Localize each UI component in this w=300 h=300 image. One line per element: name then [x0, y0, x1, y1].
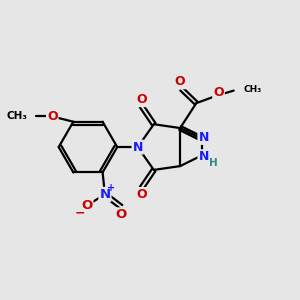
Text: O: O: [213, 86, 224, 99]
Text: O: O: [175, 75, 185, 88]
Text: N: N: [198, 150, 209, 163]
Text: N: N: [198, 131, 209, 144]
Text: N: N: [99, 188, 110, 201]
Text: O: O: [81, 199, 92, 212]
Text: +: +: [107, 183, 116, 193]
Text: N: N: [133, 141, 143, 154]
Text: O: O: [136, 93, 147, 106]
Text: CH₃: CH₃: [243, 85, 261, 94]
Text: CH₃: CH₃: [7, 112, 28, 122]
Text: −: −: [74, 206, 85, 219]
Text: O: O: [136, 188, 147, 201]
Text: H: H: [209, 158, 218, 169]
Text: O: O: [116, 208, 127, 221]
Text: O: O: [47, 110, 58, 123]
